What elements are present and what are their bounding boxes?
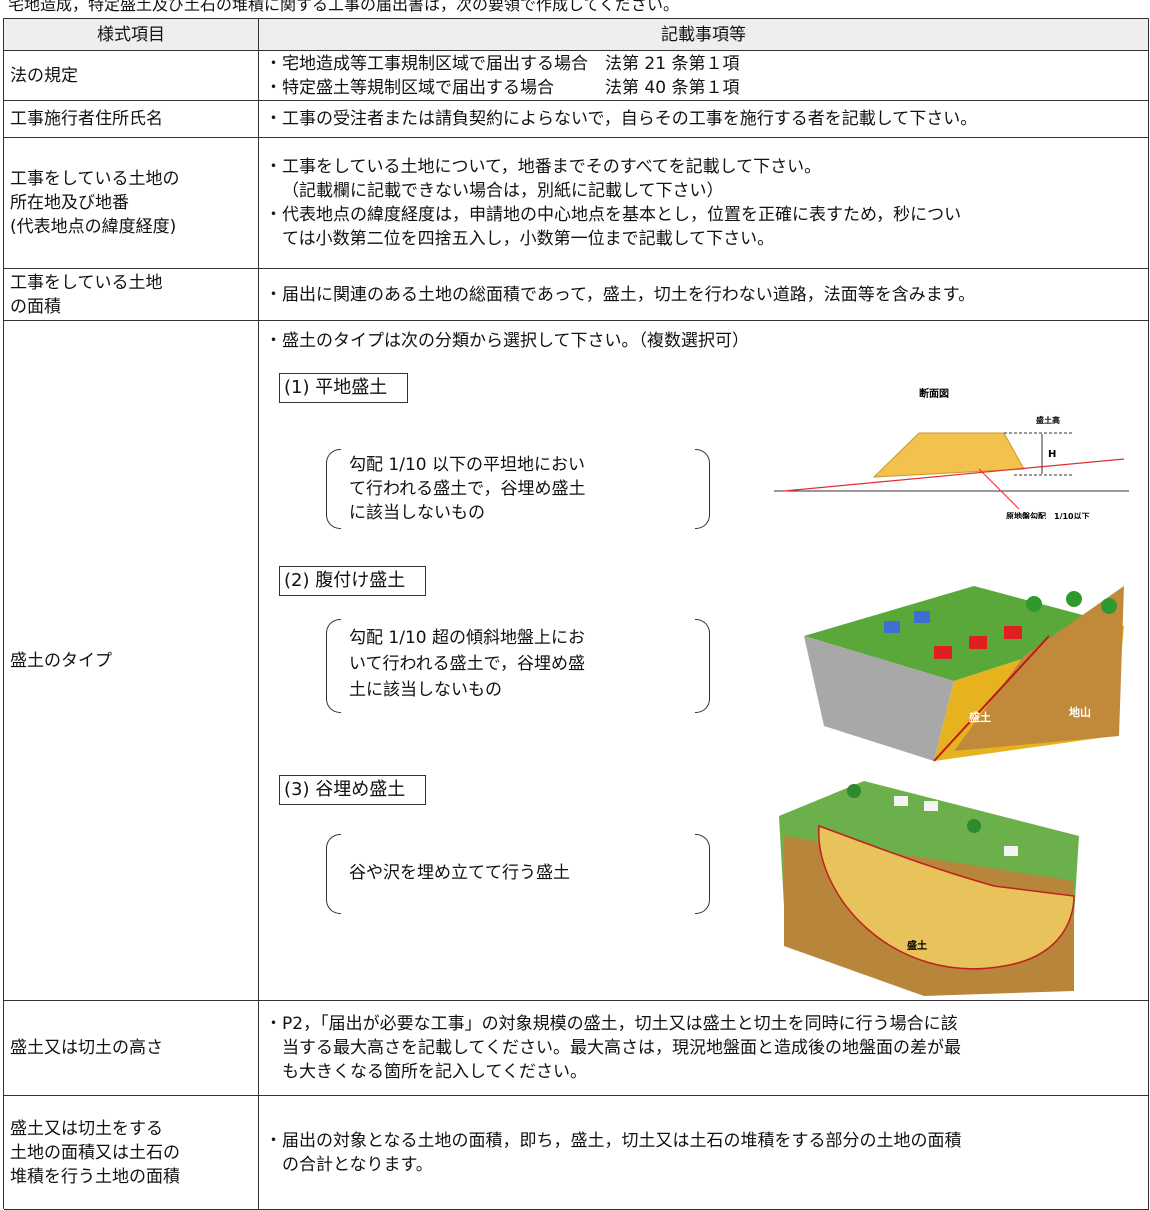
type-description: 勾配 1/10 超の傾斜地盤上にお いて行われる盛土で，谷埋め盛 土に該当しない… [349,625,585,703]
content-cell: ・届出に関連のある土地の総面積であって，盛土，切土を行わない道路，法面等を含みま… [259,269,1149,321]
valley-fill-figure: 盛土 [779,781,1079,996]
content-line: も大きくなる箇所を記入してください。 [282,1062,587,1082]
content-line: （記載欄に記載できない場合は，別紙に記載して下さい） [282,181,724,201]
header-cell: 記載事項等 [259,19,1149,51]
content-line: ・工事の受注者または請負契約によらないで，自らその工事を施行する者を記載して下さ… [265,109,978,129]
item-cell: 盛土又は切土の高さ [4,1001,259,1096]
item-text: 盛土又は切土をする [10,1118,163,1139]
description-line: に該当しないもの [349,503,485,523]
item-text: 法の規定 [10,65,78,86]
content-line: ・特定盛土等規制区域で届出する場合 法第 40 条第１項 [265,77,740,98]
item-cell: 盛土のタイプ [4,321,259,1001]
figure-house [914,611,930,623]
content-cell: ・盛土のタイプは次の分類から選択して下さい。（複数選択可） (1) 平地盛土 勾… [259,321,1149,1001]
bracket [695,619,710,713]
content-line: ・届出の対象となる土地の面積，即ち，盛土，切土又は土石の堆積をする部分の土地の面… [265,1130,962,1151]
header-cell: 様式項目 [4,19,259,51]
figure-label: 盛土 [907,939,927,952]
figure-label: 原地盤勾配 1/10以下 [1006,511,1090,519]
description-line: いて行われる盛土で，谷埋め盛 [349,654,585,674]
bracket [326,449,341,529]
content-line: ・代表地点の緯度経度は，申請地の中心地点を基本とし，位置を正確に表すため，秒につ… [265,205,962,225]
intro-text: 宅地造成，特定盛土及び土石の堆積に関する工事の届出書は，次の要領で作成してくださ… [8,0,680,14]
description-line: 土に該当しないもの [349,680,502,700]
figure-line [783,458,1125,492]
figure-house [969,636,987,649]
figure-arrow [978,468,1020,510]
bracket [695,449,710,529]
description-line: 谷や沢を埋め立てて行う盛土 [349,863,570,883]
figure-fill [954,586,1124,751]
description-line: て行われる盛土で，谷埋め盛土 [349,479,586,499]
description-line: 勾配 1/10 以下の平坦地におい [349,455,585,475]
item-text: の面積 [10,296,61,317]
description-line: 勾配 1/10 超の傾斜地盤上にお [349,628,585,648]
bracket [326,834,341,914]
bracket [695,834,710,914]
figure-tree [967,819,981,833]
item-cell: 工事をしている土地の 所在地及び地番 (代表地点の緯度経度) [4,138,259,269]
content-line: ・P2，「届出が必要な工事」の対象規模の盛土，切土又は盛土と切土を同時に行う場合… [265,1014,958,1034]
item-cell: 盛土又は切土をする 土地の面積又は土石の 堆積を行う土地の面積 [4,1096,259,1210]
item-text: 所在地及び地番 [10,193,129,213]
item-text: 工事をしている土地 [10,272,163,293]
figure-house [1004,846,1018,856]
content-cell: ・届出の対象となる土地の面積，即ち，盛土，切土又は土石の堆積をする部分の土地の面… [259,1096,1149,1210]
figure-fill [804,636,954,761]
item-cell: 工事をしている土地 の面積 [4,269,259,321]
item-text: 工事施行者住所氏名 [10,109,163,129]
item-text: 土地の面積又は土石の [10,1142,180,1163]
figure-line [933,635,1050,762]
figure-house [894,796,908,806]
item-cell: 法の規定 [4,51,259,101]
figure-label: 地山 [1069,705,1091,719]
figure-label: 断面図 [919,387,949,400]
content-line: ては小数第二位を四捨五入し，小数第一位まで記載して下さい。 [282,229,775,249]
content-line: 当する最大高さを記載してください。最大高さは，現況地盤面と造成後の地盤面の差が最 [282,1038,961,1058]
type-title: (2) 腹付け盛土 [279,566,427,596]
figure-house [934,646,952,659]
table: 様式項目 記載事項等 法の規定 ・宅地造成等工事規制区域で届出する場合 法第 2… [3,18,1149,1210]
cross-section-figure: 断面図 盛土高 H 原地盤勾配 1/10以下 [774,387,1129,519]
item-cell: 工事施行者住所氏名 [4,101,259,138]
figure-label: 盛土高 [1036,415,1060,425]
figure-tree [847,784,861,798]
type-title: (1) 平地盛土 [279,373,409,403]
figure-house [924,801,938,811]
item-text: 盛土のタイプ [10,650,112,671]
item-text: (代表地点の緯度経度) [10,217,177,237]
figure-tree [1066,591,1082,607]
figure-fill [804,586,1124,681]
content-line: ・盛土のタイプは次の分類から選択して下さい。（複数選択可） [265,331,749,351]
embankment-figure: 盛土 地山 [804,586,1124,762]
content-cell: ・工事をしている土地について，地番までそのすべてを記載して下さい。 （記載欄に記… [259,138,1149,269]
figure-tree [1101,598,1117,614]
type-description: 谷や沢を埋め立てて行う盛土 [349,861,570,885]
bracket [326,619,341,713]
figure-fill [818,824,1075,970]
figure-house [884,621,900,633]
figure-label: 盛土 [969,710,991,724]
content-line: ・届出に関連のある土地の総面積であって，盛土，切土を行わない道路，法面等を含みま… [265,284,976,305]
item-text: 堆積を行う土地の面積 [10,1166,180,1187]
content-line: ・工事をしている土地について，地番までそのすべてを記載して下さい。 [265,157,822,177]
content-line: の合計となります。 [282,1154,433,1175]
content-cell: ・P2，「届出が必要な工事」の対象規模の盛土，切土又は盛土と切土を同時に行う場合… [259,1001,1149,1096]
item-text: 工事をしている土地の [10,169,180,189]
type-description: 勾配 1/10 以下の平坦地におい て行われる盛土で，谷埋め盛土 に該当しないも… [349,453,585,525]
content-cell: ・工事の受注者または請負契約によらないで，自らその工事を施行する者を記載して下さ… [259,101,1149,138]
figure-label: H [1048,449,1056,460]
item-text: 盛土又は切土の高さ [10,1038,163,1058]
content-line: ・宅地造成等工事規制区域で届出する場合 法第 21 条第１項 [265,53,740,74]
content-cell: ・宅地造成等工事規制区域で届出する場合 法第 21 条第１項 ・特定盛土等規制区… [259,51,1149,101]
figure-tree [1026,596,1042,612]
type-title: (3) 谷埋め盛土 [279,775,427,805]
figure-house [1004,626,1022,639]
